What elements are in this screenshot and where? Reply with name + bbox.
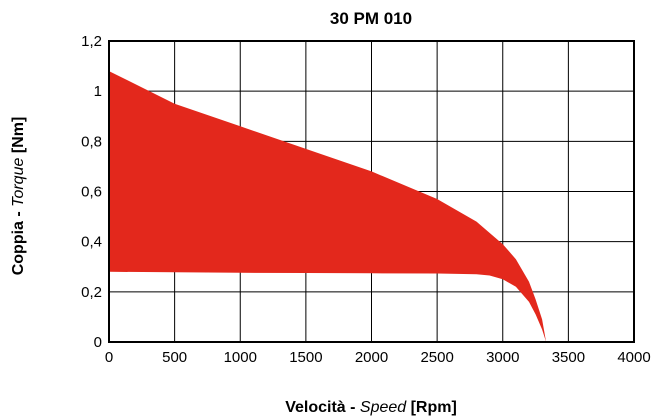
x-tick-label: 3000 (486, 349, 519, 366)
y-tick-label: 1,2 (81, 33, 102, 50)
y-tick-label: 0,2 (81, 284, 102, 301)
y-axis-label-prefix: Coppia - (10, 207, 27, 275)
x-axis-label: Velocità - Speed [Rpm] (285, 399, 457, 416)
x-axis-label-prefix: Velocità - (285, 399, 360, 416)
y-axis-label-italic: Torque (10, 158, 27, 207)
x-tick-label: 2000 (355, 349, 388, 366)
torque-envelope-area (109, 71, 547, 342)
y-axis-label-suffix: [Nm] (10, 117, 27, 158)
x-tick-label: 3500 (552, 349, 585, 366)
x-tick-label: 2500 (420, 349, 453, 366)
y-axis-ticks: 0 0,2 0,4 0,6 0,8 1 1,2 (81, 33, 102, 351)
y-tick-label: 0,6 (81, 184, 102, 201)
y-tick-label: 0 (94, 334, 102, 351)
x-axis-label-suffix: [Rpm] (406, 399, 457, 416)
y-tick-label: 1 (94, 83, 102, 100)
y-tick-label: 0,8 (81, 133, 102, 150)
chart-title: 30 PM 010 (330, 9, 412, 28)
y-axis-label: Coppia - Torque [Nm] (10, 117, 27, 276)
x-tick-label: 4000 (617, 349, 650, 366)
x-axis-label-italic: Speed (360, 399, 407, 416)
x-tick-label: 500 (162, 349, 187, 366)
plot-frame (108, 40, 635, 343)
x-axis-ticks: 0 500 1000 1500 2000 2500 3000 3500 4000 (105, 349, 651, 366)
x-tick-label: 0 (105, 349, 113, 366)
x-tick-label: 1000 (224, 349, 257, 366)
x-tick-label: 1500 (289, 349, 322, 366)
y-tick-label: 0,4 (81, 234, 102, 251)
